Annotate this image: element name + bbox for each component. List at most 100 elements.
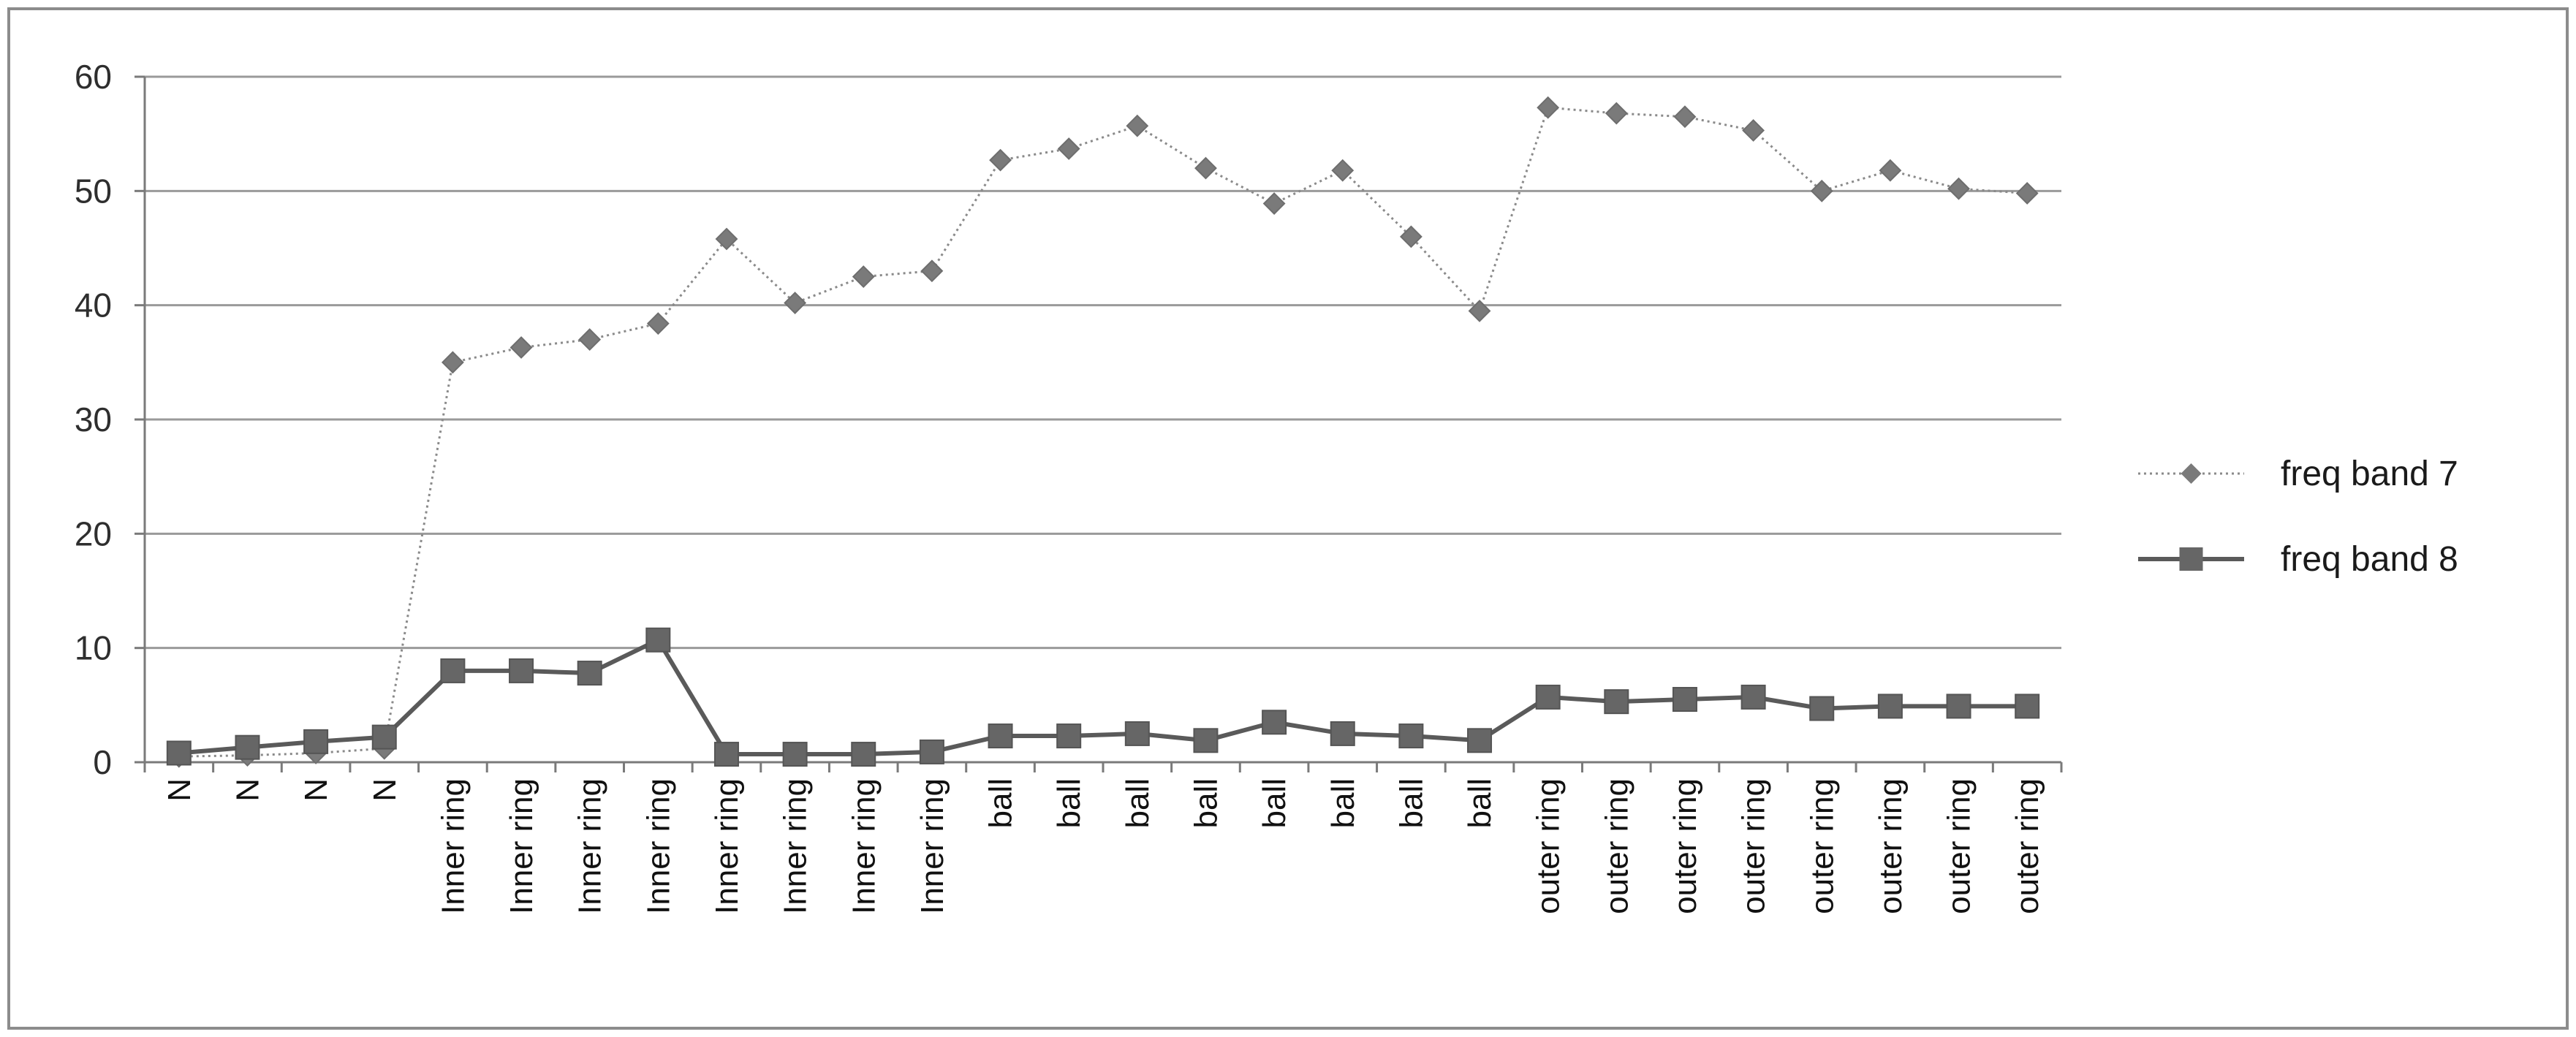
data-point-series-2	[713, 742, 739, 767]
x-tick-label: N	[298, 778, 334, 802]
x-tick-label: ball	[1393, 778, 1429, 829]
data-point-series-2	[1740, 684, 1766, 710]
data-point-series-1	[1194, 156, 1217, 180]
data-point-series-2	[235, 734, 260, 760]
data-point-series-2	[1330, 721, 1355, 746]
data-point-series-1	[989, 148, 1012, 172]
series	[166, 96, 2040, 768]
x-tick-label: N	[230, 778, 265, 802]
data-point-series-1	[1605, 102, 1628, 125]
data-point-series-1	[1537, 96, 1560, 119]
data-point-series-2	[645, 627, 671, 653]
data-point-series-1	[1262, 192, 1286, 215]
x-tick-label: Inner ring	[504, 778, 539, 914]
data-point-series-2	[440, 658, 466, 683]
data-point-series-1	[1947, 177, 1970, 200]
x-tick-label: outer ring	[1873, 778, 1909, 914]
legend: freq band 7 freq band 8	[2138, 455, 2458, 579]
x-tick-label: Inner ring	[709, 778, 745, 914]
data-point-series-1	[920, 259, 944, 283]
data-point-series-1	[715, 227, 738, 251]
x-tick-label: Inner ring	[640, 778, 676, 914]
data-point-series-2	[303, 729, 329, 754]
x-tick-label: outer ring	[1667, 778, 1703, 914]
axes	[135, 75, 2063, 772]
x-tick-label: outer ring	[1942, 778, 1977, 914]
x-tick-label: outer ring	[1599, 778, 1634, 914]
data-point-series-2	[1467, 728, 1493, 753]
data-point-series-1	[441, 351, 464, 374]
x-tick-label: ball	[1120, 778, 1156, 829]
data-point-series-1	[1468, 300, 1491, 322]
x-tick-label: ball	[1188, 778, 1224, 829]
data-point-series-1	[646, 312, 670, 335]
y-tick-label: 30	[75, 400, 112, 438]
series-line-1	[178, 106, 2028, 758]
legend-marker-square	[2179, 547, 2203, 571]
data-point-series-2	[1193, 728, 1219, 753]
data-point-series-1	[1057, 137, 1080, 160]
x-tick-label: Inner ring	[435, 778, 471, 914]
y-tick-label: 40	[75, 286, 112, 324]
data-point-series-2	[1946, 694, 1971, 719]
x-tick-label: outer ring	[1736, 778, 1772, 914]
y-tick-label: 50	[75, 172, 112, 210]
data-point-series-1	[1742, 119, 1765, 142]
x-tick-label: ball	[1257, 778, 1292, 829]
y-tick-label: 60	[75, 58, 112, 96]
x-tick-label: Inner ring	[846, 778, 882, 914]
x-tick-label: outer ring	[1531, 778, 1567, 914]
series-line-2	[178, 637, 2028, 757]
data-point-series-2	[1877, 694, 1903, 719]
y-tick-label: 0	[93, 743, 112, 781]
x-tick-label: ball	[1462, 778, 1498, 829]
data-point-series-2	[1809, 696, 1835, 721]
legend-label-2: freq band 8	[2281, 540, 2458, 579]
legend-marker-diamond	[2181, 463, 2202, 484]
data-point-series-1	[2015, 182, 2039, 205]
x-tick-label: N	[162, 778, 197, 802]
gridlines	[145, 75, 2061, 650]
data-point-series-2	[1398, 723, 1424, 749]
x-tick-label: outer ring	[1804, 778, 1840, 914]
data-point-series-2	[1604, 689, 1629, 715]
data-point-series-2	[166, 740, 192, 766]
data-point-series-1	[1126, 114, 1149, 137]
y-tick-labels: 0 10 20 30 40 50 60	[75, 58, 112, 781]
data-point-series-1	[784, 292, 807, 314]
data-point-series-2	[988, 723, 1013, 749]
data-point-series-2	[1535, 684, 1561, 710]
data-point-series-1	[852, 265, 875, 288]
data-point-series-2	[1262, 710, 1287, 735]
data-point-series-2	[782, 742, 808, 767]
data-point-series-1	[1331, 159, 1355, 182]
chart-border	[7, 7, 2569, 1030]
x-tick-label: Inner ring	[778, 778, 814, 914]
data-point-series-2	[1124, 721, 1150, 746]
data-point-series-2	[919, 739, 944, 764]
data-point-series-1	[1673, 105, 1697, 129]
data-point-series-2	[2015, 694, 2040, 719]
legend-label-1: freq band 7	[2281, 455, 2458, 493]
data-point-series-2	[371, 724, 397, 750]
x-tick-label: outer ring	[2009, 778, 2045, 914]
data-point-series-1	[578, 328, 602, 351]
data-point-series-2	[509, 658, 534, 683]
data-point-series-2	[851, 742, 876, 767]
x-tick-labels: N N N N Inner ring Inner ring Inner ring Inner …	[162, 778, 2045, 914]
data-point-series-1	[509, 336, 533, 359]
x-tick-label: ball	[983, 778, 1019, 829]
x-tick-label: ball	[1325, 778, 1361, 829]
data-point-series-2	[1672, 687, 1697, 713]
data-point-series-2	[1056, 723, 1082, 749]
y-tick-label: 20	[75, 514, 112, 552]
data-point-series-1	[1879, 159, 1902, 182]
y-tick-label: 10	[75, 629, 112, 667]
data-point-series-2	[577, 661, 602, 686]
data-point-series-1	[1399, 225, 1423, 248]
data-point-series-1	[1810, 179, 1833, 202]
x-tick-label: ball	[1051, 778, 1087, 829]
x-tick-label: Inner ring	[572, 778, 608, 914]
x-tick-label: N	[367, 778, 403, 802]
